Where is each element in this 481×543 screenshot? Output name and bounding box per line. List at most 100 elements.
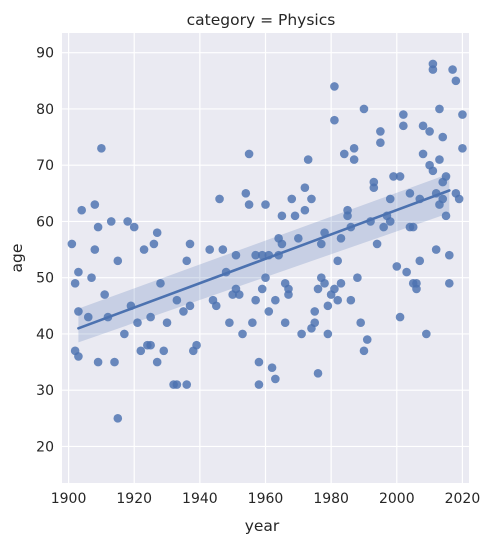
data-point xyxy=(110,357,119,367)
data-point xyxy=(251,295,260,305)
data-point xyxy=(225,318,234,327)
data-point xyxy=(277,211,287,221)
data-point xyxy=(106,217,116,226)
data-point xyxy=(67,239,77,249)
data-point xyxy=(139,245,149,254)
data-point xyxy=(77,205,86,215)
data-point xyxy=(320,279,329,288)
data-point xyxy=(385,217,395,226)
data-point xyxy=(353,273,362,282)
data-point xyxy=(399,121,408,131)
x-tick-label: 2020 xyxy=(445,491,481,507)
data-point xyxy=(330,284,339,294)
data-point xyxy=(182,256,192,266)
data-point xyxy=(149,239,159,249)
x-tick-label: 1920 xyxy=(116,491,152,507)
data-point xyxy=(339,149,349,159)
data-point xyxy=(336,279,346,288)
chart-title: category = Physics xyxy=(187,11,336,29)
y-tick-label: 90 xyxy=(36,46,54,62)
data-point xyxy=(257,284,267,294)
data-point xyxy=(231,250,241,260)
data-point xyxy=(445,250,454,260)
data-point xyxy=(441,172,451,181)
data-point xyxy=(349,155,359,164)
data-point xyxy=(359,346,369,356)
data-point xyxy=(438,132,448,142)
data-point xyxy=(162,318,172,327)
data-point xyxy=(113,256,123,266)
y-tick-label: 30 xyxy=(36,383,54,399)
data-point xyxy=(74,307,83,316)
data-point xyxy=(330,115,339,125)
data-point xyxy=(179,307,188,316)
x-tick-label: 1940 xyxy=(182,491,218,507)
data-point xyxy=(422,329,431,339)
data-point xyxy=(267,363,277,372)
data-point xyxy=(448,65,457,74)
data-point xyxy=(376,127,385,136)
data-point xyxy=(333,256,343,266)
data-point xyxy=(376,138,385,147)
data-point xyxy=(123,217,132,226)
data-point xyxy=(451,76,461,86)
data-point xyxy=(294,234,303,243)
data-point xyxy=(234,290,244,299)
data-point xyxy=(425,127,434,136)
data-point xyxy=(313,369,323,378)
data-point xyxy=(172,295,182,305)
data-point xyxy=(379,222,388,232)
y-tick-label: 40 xyxy=(36,327,54,343)
data-point xyxy=(244,200,254,209)
data-point xyxy=(323,329,333,339)
data-point xyxy=(303,155,313,164)
data-point xyxy=(428,65,438,74)
data-point xyxy=(333,295,343,305)
data-point xyxy=(428,166,438,176)
data-point xyxy=(458,144,467,153)
data-point xyxy=(241,189,251,198)
data-point xyxy=(349,144,359,153)
x-tick-label: 2000 xyxy=(379,491,415,507)
data-point xyxy=(192,340,201,350)
data-point xyxy=(359,104,369,114)
data-point xyxy=(297,329,306,339)
data-point xyxy=(458,110,467,119)
regression-line-path xyxy=(77,189,451,330)
data-point xyxy=(215,194,224,204)
data-point xyxy=(372,239,382,249)
data-point xyxy=(136,346,146,356)
x-tick-label: 1960 xyxy=(248,491,284,507)
data-point xyxy=(90,245,100,254)
data-point xyxy=(159,346,169,356)
data-point xyxy=(100,290,109,299)
y-tick-label: 20 xyxy=(36,439,54,455)
data-point xyxy=(405,189,415,198)
data-point xyxy=(362,335,372,344)
data-point xyxy=(402,267,411,277)
data-point xyxy=(254,380,264,389)
data-point xyxy=(271,295,280,305)
data-point xyxy=(408,222,418,232)
data-point xyxy=(438,194,448,204)
regression-line xyxy=(77,189,451,330)
data-point xyxy=(238,329,247,339)
y-tick-labels: 20 30 40 50 60 70 80 90 xyxy=(36,46,54,456)
data-point xyxy=(287,194,297,204)
data-point xyxy=(70,279,80,288)
data-point xyxy=(254,357,264,367)
data-point xyxy=(277,239,287,249)
data-point xyxy=(307,194,316,204)
data-point xyxy=(415,256,425,266)
data-point xyxy=(133,318,142,327)
data-point xyxy=(93,222,103,232)
data-point xyxy=(313,284,323,294)
data-point xyxy=(323,301,333,311)
data-point xyxy=(300,183,310,192)
data-point xyxy=(257,250,267,260)
data-point xyxy=(261,200,270,209)
data-point xyxy=(172,380,182,389)
data-point xyxy=(87,273,96,282)
data-point xyxy=(120,329,129,339)
